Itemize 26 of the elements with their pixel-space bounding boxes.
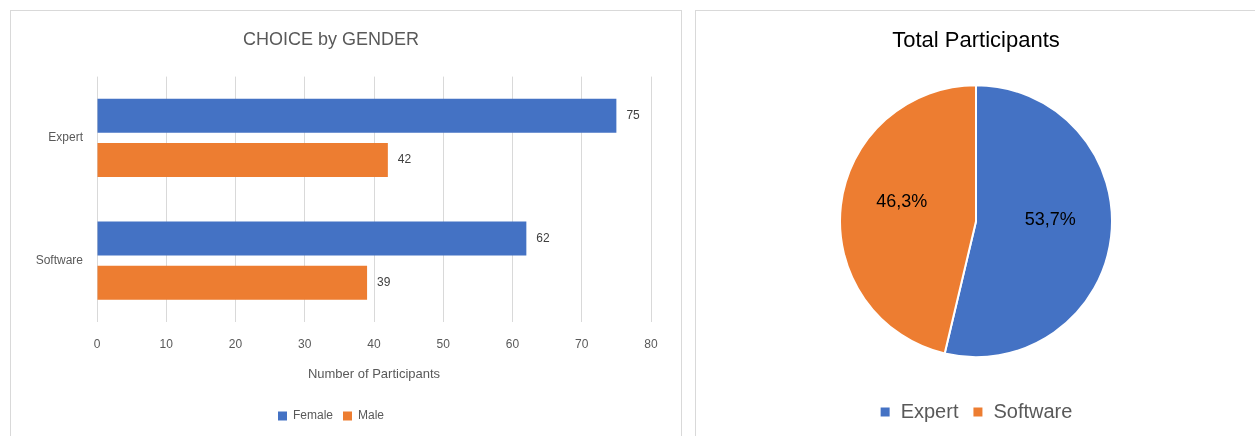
x-tick-label: 50	[436, 336, 451, 351]
bar	[97, 221, 527, 256]
x-tick-label: 40	[367, 336, 381, 351]
data-label: 62	[536, 230, 551, 245]
x-tick-label: 20	[228, 336, 243, 351]
data-label: 39	[377, 275, 391, 290]
chart-title: CHOICE by GENDER	[242, 28, 420, 49]
x-tick-label: 60	[505, 336, 520, 351]
legend-label: Software	[993, 399, 1073, 422]
x-axis-title: Number of Participants	[307, 365, 441, 381]
data-label: 53,7%	[1024, 208, 1076, 229]
legend-label: Male	[358, 408, 385, 423]
legend-label: Female	[292, 408, 334, 423]
bar	[97, 143, 388, 178]
data-label: 42	[397, 152, 412, 167]
data-label: 46,3%	[876, 191, 928, 212]
bar	[97, 98, 617, 133]
legend-label: Expert	[900, 399, 959, 422]
chart-title: Total Participants	[892, 27, 1060, 53]
data-label: 75	[626, 108, 641, 123]
x-tick-label: 0	[93, 336, 101, 351]
x-tick-label: 70	[575, 336, 589, 351]
x-tick-label: 80	[644, 336, 658, 351]
x-tick-label: 10	[159, 336, 174, 351]
x-tick-label: 30	[298, 336, 312, 351]
bar	[97, 265, 368, 300]
